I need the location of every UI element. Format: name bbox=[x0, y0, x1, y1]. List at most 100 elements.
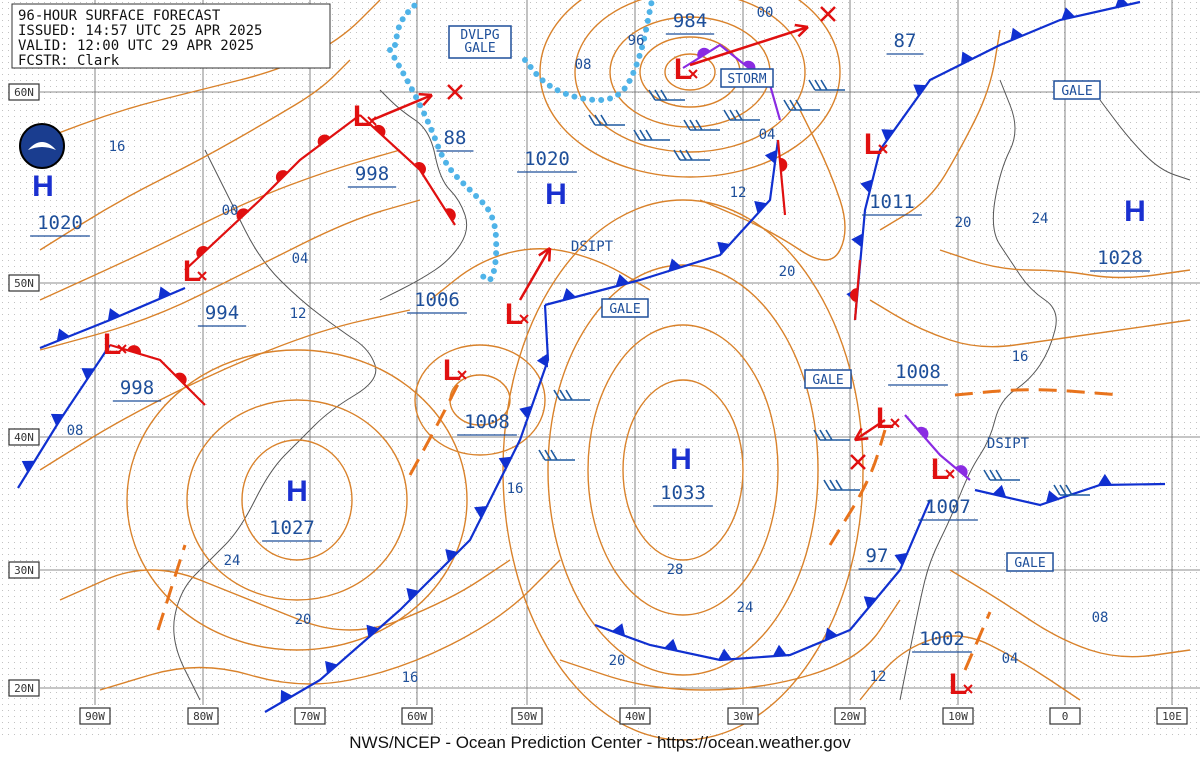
wind-barb bbox=[723, 109, 760, 121]
cold-front bbox=[264, 304, 550, 713]
isobar bbox=[869, 299, 1191, 348]
front-pip bbox=[474, 505, 488, 519]
header-line: 96-HOUR SURFACE FORECAST bbox=[18, 8, 221, 24]
isobar-label: 00 bbox=[757, 5, 774, 21]
isobar-label: 16 bbox=[507, 481, 524, 497]
center-pressure: 984 bbox=[673, 10, 707, 32]
wind-barb bbox=[553, 389, 590, 401]
isobar bbox=[414, 344, 546, 456]
movement-arrow bbox=[518, 247, 552, 301]
warning-label: STORM bbox=[727, 72, 766, 87]
dot-grid bbox=[0, 0, 1200, 735]
isobar bbox=[699, 109, 846, 261]
high-symbol: H bbox=[545, 178, 567, 211]
front-pip bbox=[81, 368, 95, 380]
center-pressure: 97 bbox=[866, 545, 889, 567]
warning-box bbox=[1053, 80, 1101, 100]
low-x bbox=[457, 370, 467, 380]
center-pressure: 994 bbox=[205, 302, 239, 324]
wind-barb bbox=[813, 429, 850, 441]
isobar bbox=[587, 324, 779, 616]
isobar bbox=[502, 199, 864, 741]
x-mark bbox=[447, 84, 463, 100]
longitude-label: 70W bbox=[300, 710, 320, 723]
movement-arrow bbox=[371, 93, 433, 122]
front-pip bbox=[697, 47, 711, 59]
front-pip bbox=[1098, 473, 1113, 486]
low-x bbox=[890, 418, 900, 428]
wind-barb bbox=[683, 119, 720, 131]
isobar-label: 96 bbox=[628, 33, 645, 49]
front-pip bbox=[615, 274, 630, 287]
front-pip bbox=[894, 552, 908, 566]
center-pressure: 1007 bbox=[925, 496, 971, 518]
isobar bbox=[547, 264, 819, 676]
longitude-label-box bbox=[727, 707, 759, 725]
latitude-label: 40N bbox=[14, 431, 34, 444]
isobar-label: 16 bbox=[109, 139, 126, 155]
isobar-label: 12 bbox=[290, 306, 307, 322]
isobar-label: 04 bbox=[759, 127, 776, 143]
dissipating-label: DSIPT bbox=[987, 436, 1030, 452]
noaa-gull bbox=[28, 142, 56, 150]
high-symbol: H bbox=[670, 443, 692, 476]
front-pip bbox=[992, 484, 1007, 498]
movement-arrow bbox=[854, 418, 886, 442]
front-pip bbox=[519, 405, 532, 419]
front-pip bbox=[754, 201, 768, 214]
low-x bbox=[878, 144, 888, 154]
isobar bbox=[939, 249, 1191, 279]
footer: NWS/NCEP - Ocean Prediction Center - htt… bbox=[349, 733, 851, 752]
latitude-label: 30N bbox=[14, 564, 34, 577]
front-pip bbox=[1045, 490, 1060, 504]
warning-box bbox=[601, 298, 649, 318]
front-pip bbox=[611, 623, 626, 636]
front-pip bbox=[536, 353, 549, 368]
warning-box bbox=[1006, 552, 1054, 572]
center-pressure: 1020 bbox=[524, 148, 570, 170]
longitude-label-box bbox=[1049, 707, 1081, 725]
cold-front bbox=[544, 139, 780, 307]
ice-edge bbox=[522, 0, 655, 104]
front-pip bbox=[913, 84, 927, 97]
low-symbol: L bbox=[674, 53, 692, 86]
front-pip bbox=[445, 549, 459, 562]
isobar-label: 00 bbox=[222, 203, 239, 219]
longitude-label: 60W bbox=[407, 710, 427, 723]
low-symbol: L bbox=[443, 354, 461, 387]
low-x bbox=[367, 116, 377, 126]
isobar-label: 16 bbox=[1012, 349, 1029, 365]
arrow-head bbox=[418, 92, 433, 106]
longitude-label-box bbox=[511, 707, 543, 725]
wind-barb bbox=[983, 469, 1020, 481]
latitude-label: 50N bbox=[14, 277, 34, 290]
isobar bbox=[429, 248, 651, 301]
warning-box bbox=[804, 369, 852, 389]
low-symbol: L bbox=[931, 453, 949, 486]
isobar bbox=[559, 599, 901, 691]
wind-barb bbox=[648, 89, 685, 101]
wind-barb bbox=[808, 79, 845, 91]
low-symbol: L bbox=[103, 328, 121, 361]
isobar-label: 20 bbox=[609, 653, 626, 669]
coastline bbox=[1099, 99, 1191, 181]
cold-front bbox=[17, 344, 111, 489]
longitude-label-box bbox=[942, 707, 974, 725]
isobar bbox=[186, 399, 408, 601]
isobar-label: 08 bbox=[575, 57, 592, 73]
isobar-label: 08 bbox=[1092, 610, 1109, 626]
cold-front bbox=[594, 499, 932, 662]
front-pip bbox=[414, 162, 426, 175]
center-pressure: 1028 bbox=[1097, 247, 1143, 269]
trough bbox=[954, 388, 1121, 397]
isobar-label: 20 bbox=[295, 612, 312, 628]
longitude-label: 10W bbox=[948, 710, 968, 723]
front-pip bbox=[881, 129, 895, 142]
front-pip bbox=[56, 328, 70, 342]
center-pressure: 998 bbox=[355, 163, 389, 185]
center-pressure: 1011 bbox=[869, 191, 915, 213]
front-pip bbox=[21, 460, 35, 473]
header-line: FCSTR: Clark bbox=[18, 53, 120, 69]
isobar bbox=[59, 559, 511, 631]
